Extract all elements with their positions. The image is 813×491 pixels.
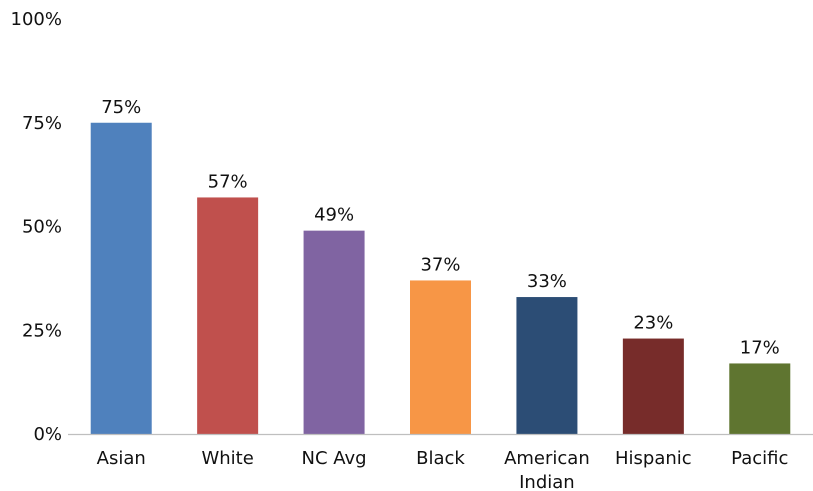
y-tick-label: 0% xyxy=(33,424,62,445)
y-tick-label: 75% xyxy=(22,113,62,134)
x-tick-label: NC Avg xyxy=(302,448,367,469)
data-labels: 75% 57% 49% 37% 33% 23% 17% xyxy=(101,97,780,359)
x-tick-label: Asian xyxy=(97,448,146,469)
x-tick-label: American xyxy=(504,448,590,469)
bars xyxy=(90,122,791,434)
x-tick-label: Black xyxy=(416,448,465,469)
bar xyxy=(516,297,578,434)
bar xyxy=(729,363,791,434)
x-tick-label: White xyxy=(201,448,253,469)
data-label: 17% xyxy=(740,337,780,358)
y-tick-label: 50% xyxy=(22,217,62,238)
x-tick-label: Pacific xyxy=(731,448,788,469)
y-tick-label: 100% xyxy=(11,9,62,30)
data-label: 33% xyxy=(527,271,567,292)
x-tick-label: Hispanic xyxy=(615,448,692,469)
data-label: 23% xyxy=(633,313,673,334)
data-label: 75% xyxy=(101,97,141,118)
bar xyxy=(410,280,471,434)
bar xyxy=(622,338,684,434)
y-axis-ticks: 0% 25% 50% 75% 100% xyxy=(11,9,62,445)
y-tick-label: 25% xyxy=(22,320,62,341)
data-label: 57% xyxy=(208,171,248,192)
category-labels: Asian White NC Avg Black American Indian Hispa… xyxy=(97,448,789,491)
bar xyxy=(303,230,365,434)
x-tick-label: Indian xyxy=(519,472,575,491)
data-label: 49% xyxy=(314,205,354,226)
bar xyxy=(90,122,152,434)
bar xyxy=(197,197,259,434)
data-label: 37% xyxy=(420,254,460,275)
